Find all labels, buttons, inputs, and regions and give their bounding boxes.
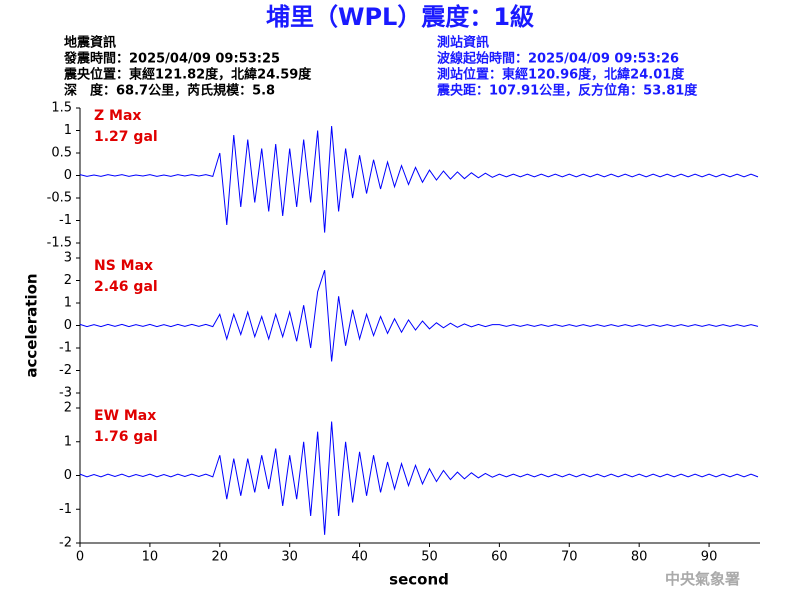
x-tick-label: 30 <box>281 550 298 565</box>
waveform <box>79 269 759 362</box>
y-tick-label: -3 <box>59 386 72 401</box>
y-tick-label: -2 <box>59 536 72 551</box>
info-line: 發震時間：2025/04/09 09:53:25 <box>63 51 280 67</box>
info-line: 震央距：107.91公里，反方位角：53.81度 <box>436 83 698 99</box>
y-tick-label: 3 <box>64 251 72 266</box>
x-axis-label: second <box>389 571 449 589</box>
y-tick-label: -1.5 <box>47 236 72 251</box>
y-tick-label: -1 <box>59 502 72 517</box>
x-tick-label: 20 <box>212 550 229 565</box>
x-tick-label: 40 <box>351 550 368 565</box>
annotation: EW Max <box>94 408 156 424</box>
footer: 中央氣象署 <box>665 570 740 588</box>
y-tick-label: 2 <box>64 273 72 288</box>
info-line: 地震資訊 <box>64 35 116 51</box>
info-line: 深 度：68.7公里，芮氏規模：5.8 <box>64 83 275 99</box>
y-tick-label: 0 <box>64 468 72 483</box>
y-tick-label: 1 <box>64 296 72 311</box>
y-tick-label: 1.5 <box>51 101 72 116</box>
title: 埔里（WPL）震度：1級 <box>266 3 534 31</box>
waveform <box>79 125 759 233</box>
annotation: 1.76 gal <box>94 429 158 445</box>
y-tick-label: 1 <box>64 434 72 449</box>
y-tick-label: 1 <box>64 123 72 138</box>
y-tick-label: -1 <box>59 341 72 356</box>
x-tick-label: 70 <box>561 550 578 565</box>
x-tick-label: 0 <box>76 550 84 565</box>
y-tick-label: 0 <box>64 168 72 183</box>
y-tick-label: -2 <box>59 363 72 378</box>
waveform <box>79 421 759 535</box>
y-tick-label: 0 <box>64 318 72 333</box>
x-tick-label: 10 <box>142 550 159 565</box>
info-line: 震央位置：東經121.82度，北緯24.59度 <box>63 67 312 83</box>
x-tick-label: 90 <box>701 550 718 565</box>
y-tick-label: 0.5 <box>51 146 72 161</box>
y-tick-label: -1 <box>59 213 72 228</box>
y-tick-label: 2 <box>64 401 72 416</box>
x-tick-label: 50 <box>421 550 438 565</box>
x-tick-label: 60 <box>491 550 508 565</box>
info-line: 波線起始時間：2025/04/09 09:53:26 <box>437 51 679 67</box>
info-line: 測站資訊 <box>437 35 489 51</box>
annotation: 1.27 gal <box>94 129 158 145</box>
y-tick-label: -0.5 <box>47 191 72 206</box>
annotation: NS Max <box>94 258 153 274</box>
annotation: 2.46 gal <box>94 279 158 295</box>
info-line: 測站位置：東經120.96度，北緯24.01度 <box>437 67 685 83</box>
x-tick-label: 80 <box>631 550 648 565</box>
annotation: Z Max <box>94 108 141 124</box>
y-axis-label: acceleration <box>23 273 41 377</box>
